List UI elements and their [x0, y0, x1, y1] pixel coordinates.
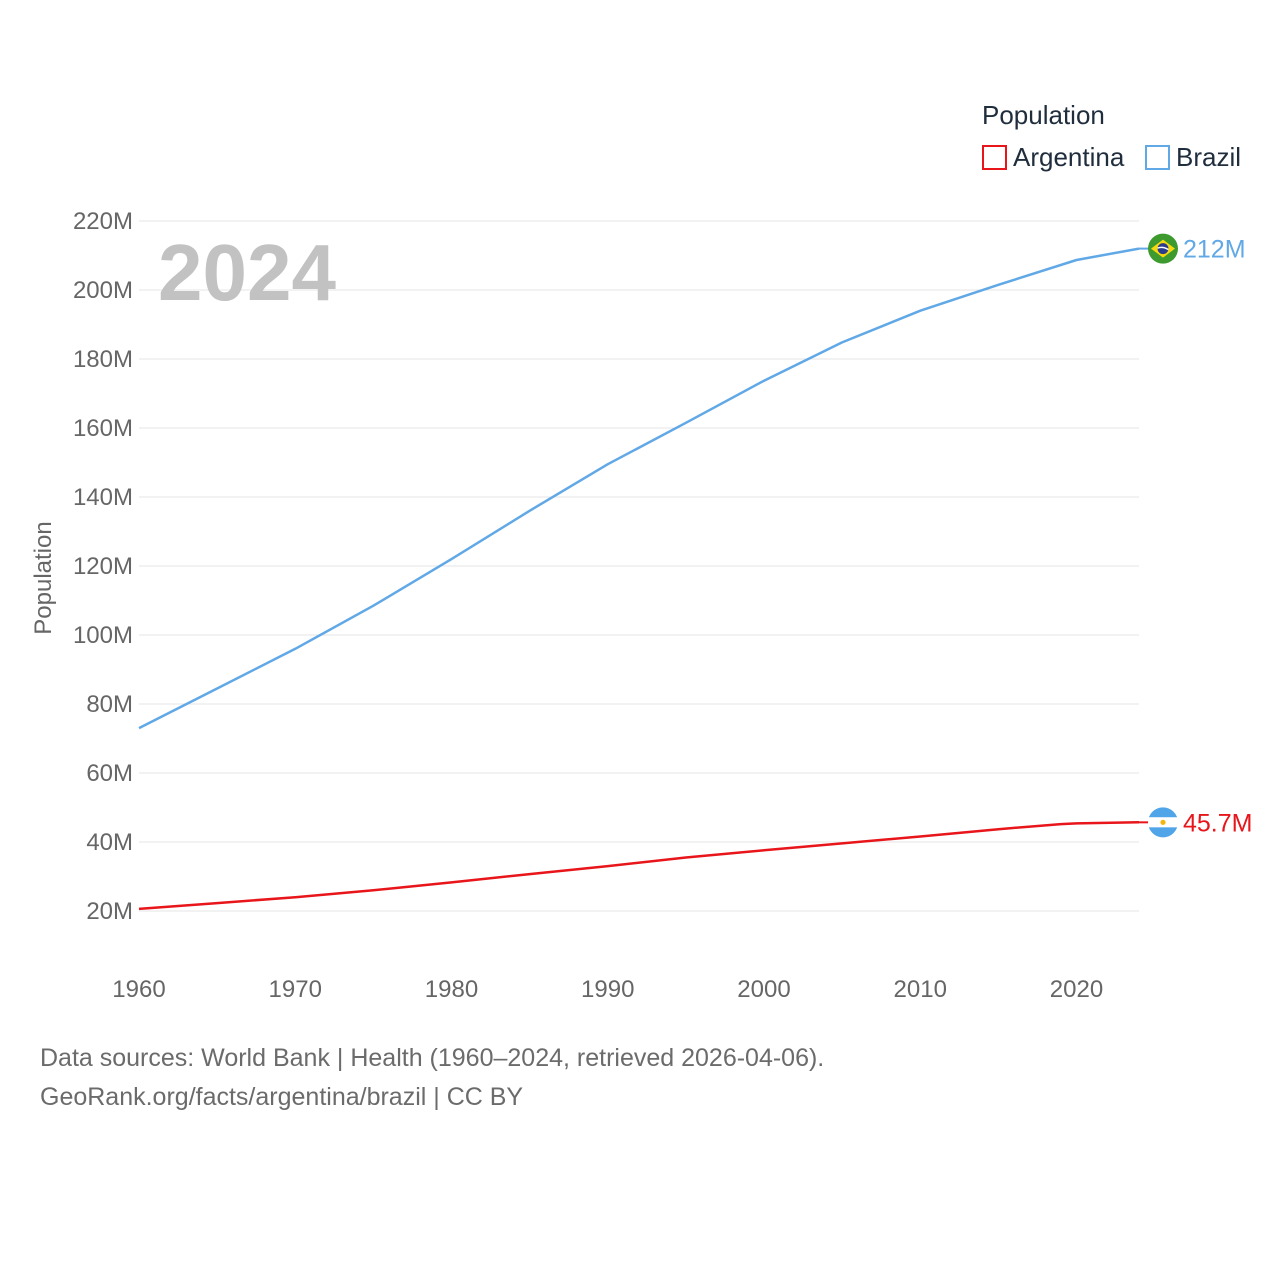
argentina-end-label: 45.7M [1183, 809, 1252, 837]
y-axis-label: Population [30, 521, 57, 634]
legend-item-argentina[interactable]: Argentina [982, 142, 1125, 172]
brazil-flag-icon [1148, 233, 1178, 264]
legend-title: Population [982, 100, 1105, 130]
y-tick-label: 40M [86, 829, 133, 856]
x-tick-label: 2020 [1050, 976, 1103, 1003]
y-tick-label: 60M [86, 760, 133, 787]
legend-swatch-brazil [1145, 145, 1170, 170]
x-tick-label: 1970 [269, 976, 322, 1003]
brazil-end-marker: 212M [1139, 233, 1246, 264]
y-tick-label: 220M [73, 208, 133, 235]
legend-item-brazil[interactable]: Brazil [1145, 142, 1241, 172]
y-tick-label: 140M [73, 484, 133, 511]
y-axis-ticks: 20M 40M 60M 80M 100M 120M 140M 160M 180M 200M 220M [73, 208, 133, 925]
x-tick-label: 1980 [425, 976, 478, 1003]
series-layer [138, 247, 1140, 911]
x-tick-label: 1960 [112, 976, 165, 1003]
x-tick-label: 2010 [894, 976, 947, 1003]
x-tick-label: 2000 [737, 976, 790, 1003]
year-label: 2024 [158, 228, 336, 317]
y-tick-label: 120M [73, 553, 133, 580]
footer-link[interactable]: GeoRank.org/facts/argentina/brazil | CC … [40, 1083, 524, 1111]
legend: Population Argentina Brazil [982, 100, 1241, 172]
x-axis-ticks: 1960 1970 1980 1990 2000 2010 2020 [112, 976, 1103, 1003]
argentina-flag-icon [1148, 807, 1178, 838]
argentina-end-marker: 45.7M [1139, 807, 1252, 838]
y-tick-label: 100M [73, 622, 133, 649]
y-tick-label: 200M [73, 277, 133, 304]
grid-layer [139, 220, 1139, 912]
y-tick-label: 180M [73, 346, 133, 373]
legend-swatch-argentina [982, 145, 1007, 170]
population-chart: 20M 40M 60M 80M 100M 120M 140M 160M 180M 200M 220M… [30, 100, 1252, 1003]
y-tick-label: 20M [86, 898, 133, 925]
legend-label-brazil: Brazil [1176, 142, 1241, 172]
footer-sources: Data sources: World Bank | Health (1960–… [40, 1044, 825, 1072]
series-line-argentina[interactable] [138, 821, 1140, 911]
x-tick-label: 1990 [581, 976, 634, 1003]
y-tick-label: 80M [86, 691, 133, 718]
series-line-brazil[interactable] [138, 247, 1140, 730]
y-tick-label: 160M [73, 415, 133, 442]
legend-label-argentina: Argentina [1013, 142, 1125, 172]
brazil-end-label: 212M [1183, 236, 1246, 264]
